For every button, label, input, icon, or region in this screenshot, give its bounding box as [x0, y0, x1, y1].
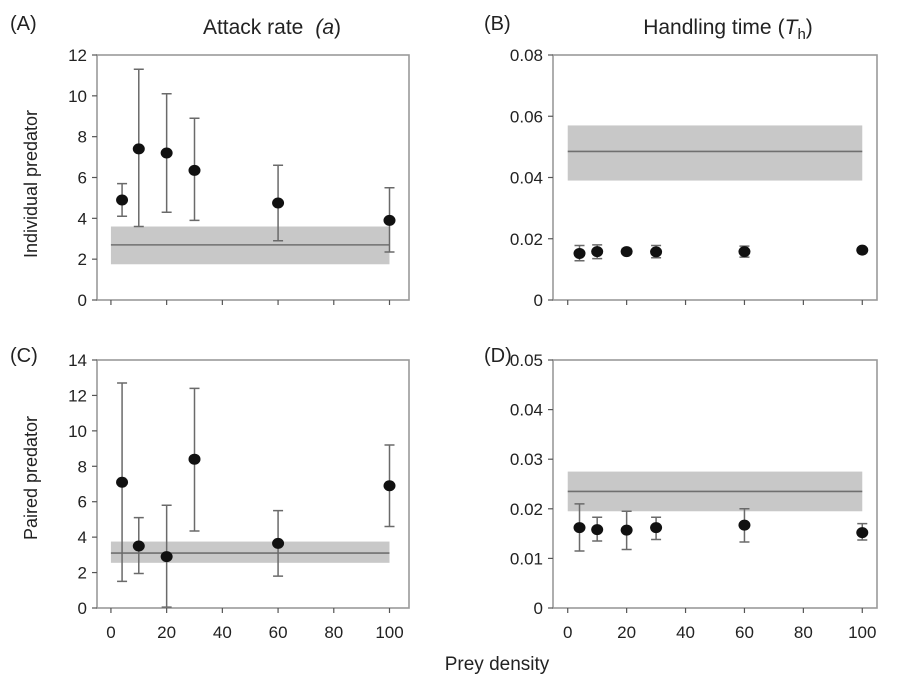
handling-time-symbol: T	[785, 16, 800, 39]
panel-c-data-point	[272, 537, 285, 549]
handling-time-left-paren: (	[778, 16, 785, 39]
panel-b-y-tick-label: 0	[534, 291, 543, 310]
row-label-paired-predator: Paired predator	[21, 416, 41, 540]
panel-c-y-tick-label: 8	[78, 457, 87, 476]
panel-c-data-point	[188, 453, 201, 465]
attack-rate-symbol-right-paren: )	[334, 16, 341, 39]
panel-a-data-point	[132, 143, 145, 155]
panel-a-y-tick-label: 8	[78, 128, 87, 147]
attack-rate-symbol: a	[322, 16, 334, 39]
panel-d-y-tick-label: 0.03	[510, 450, 543, 469]
panel-d-x-tick-label: 0	[563, 623, 572, 642]
panel-c-x-tick-label: 60	[269, 623, 288, 642]
panel-b-data-point	[591, 246, 604, 258]
panel-d-data-point	[650, 522, 663, 534]
handling-time-right-paren: )	[806, 16, 813, 39]
panel-d-x-tick-label: 80	[794, 623, 813, 642]
panel-d-frame	[552, 359, 878, 609]
panel-a-data-point	[116, 194, 129, 206]
panel-a-y-tick-label: 10	[68, 87, 87, 106]
panel-d-data-point	[591, 524, 604, 536]
panel-c-y-tick-label: 0	[78, 599, 87, 618]
panel-a-data-point	[272, 197, 285, 209]
row-label-individual-predator: Individual predator	[21, 110, 41, 258]
panel-c-y-tick-label: 12	[68, 386, 87, 405]
column-title-handling-time-text: Handling time	[643, 16, 771, 39]
panel-a-y-tick-label: 12	[68, 46, 87, 65]
panel-d-data-point	[856, 527, 869, 539]
x-axis-label: Prey density	[445, 654, 550, 675]
panel-c-data-point	[132, 540, 145, 552]
panel-c-y-tick-label: 2	[78, 564, 87, 583]
panel-b-y-tick-label: 0.08	[510, 46, 543, 65]
column-title-attack-rate-text: Attack rate	[203, 16, 303, 39]
panel-a-y-tick-label: 0	[78, 291, 87, 310]
panel-d-letter: (D)	[484, 345, 512, 367]
panel-b: (B) 0 0.02 0.04 0.06 0.08	[484, 13, 878, 310]
panel-d-y-tick-label: 0.01	[510, 549, 543, 568]
panel-a-data-point	[383, 214, 396, 226]
handling-time-subscript: h	[797, 26, 805, 43]
panel-c-data-point	[116, 476, 129, 488]
panel-c-x-tick-label: 80	[324, 623, 343, 642]
panel-a-data-point	[160, 147, 173, 159]
panel-c-y-tick-label: 6	[78, 493, 87, 512]
panel-a-y-tick-label: 2	[78, 250, 87, 269]
panel-c-x-tick-label: 100	[375, 623, 403, 642]
panel-d-data-point	[738, 519, 751, 531]
panel-b-data-point	[738, 246, 751, 258]
panel-d-y-tick-label: 0.04	[510, 401, 543, 420]
panel-a: (A) 0 2 4 6 8 10 12	[10, 13, 410, 310]
panel-d: (D) 0 0.01 0.02 0.03 0.04 0.05 0 20 40 60 80 100	[484, 345, 878, 642]
panel-c-x-tick-label: 20	[157, 623, 176, 642]
panel-a-data-point	[188, 164, 201, 176]
panel-d-y-tick-label: 0	[534, 599, 543, 618]
panel-c-frame	[96, 359, 410, 609]
panel-d-data-point	[573, 522, 586, 534]
panel-b-data-point	[620, 246, 633, 258]
panel-c-x-tick-label: 40	[213, 623, 232, 642]
panel-b-y-tick-label: 0.04	[510, 169, 543, 188]
panel-b-data-point	[856, 244, 869, 256]
panel-d-x-tick-label: 20	[617, 623, 636, 642]
panel-b-confidence-band	[567, 125, 863, 181]
column-title-attack-rate: Attack rate (a)	[203, 16, 341, 39]
panel-d-x-tick-label: 40	[676, 623, 695, 642]
panel-b-data-point	[650, 246, 663, 258]
panel-d-x-tick-label: 100	[848, 623, 876, 642]
panel-c-data-point	[383, 480, 396, 492]
panel-c: (C) 0 2 4 6 8 10 12 14 0 20 40 60 80 100	[10, 345, 410, 642]
panel-b-data-point	[573, 247, 586, 259]
panel-d-y-tick-label: 0.05	[510, 351, 543, 370]
panel-b-y-tick-label: 0.06	[510, 107, 543, 126]
panel-c-x-tick-label: 0	[106, 623, 115, 642]
panel-c-letter: (C)	[10, 345, 38, 367]
panel-c-y-tick-label: 10	[68, 422, 87, 441]
panel-b-letter: (B)	[484, 13, 511, 35]
panel-d-x-tick-label: 60	[735, 623, 754, 642]
panel-c-data-point	[160, 551, 173, 563]
panel-c-y-tick-label: 14	[68, 351, 87, 370]
attack-rate-symbol-left-paren: (	[315, 16, 324, 39]
panel-c-y-tick-label: 4	[78, 528, 87, 547]
panel-a-y-tick-label: 4	[78, 209, 87, 228]
panel-c-confidence-band	[110, 541, 390, 563]
panel-a-y-tick-label: 6	[78, 169, 87, 188]
panel-d-y-tick-label: 0.02	[510, 500, 543, 519]
panel-d-data-point	[620, 524, 633, 536]
panel-a-letter: (A)	[10, 13, 37, 35]
column-title-handling-time: Handling time (Th)	[643, 16, 813, 43]
panel-b-y-tick-label: 0.02	[510, 230, 543, 249]
